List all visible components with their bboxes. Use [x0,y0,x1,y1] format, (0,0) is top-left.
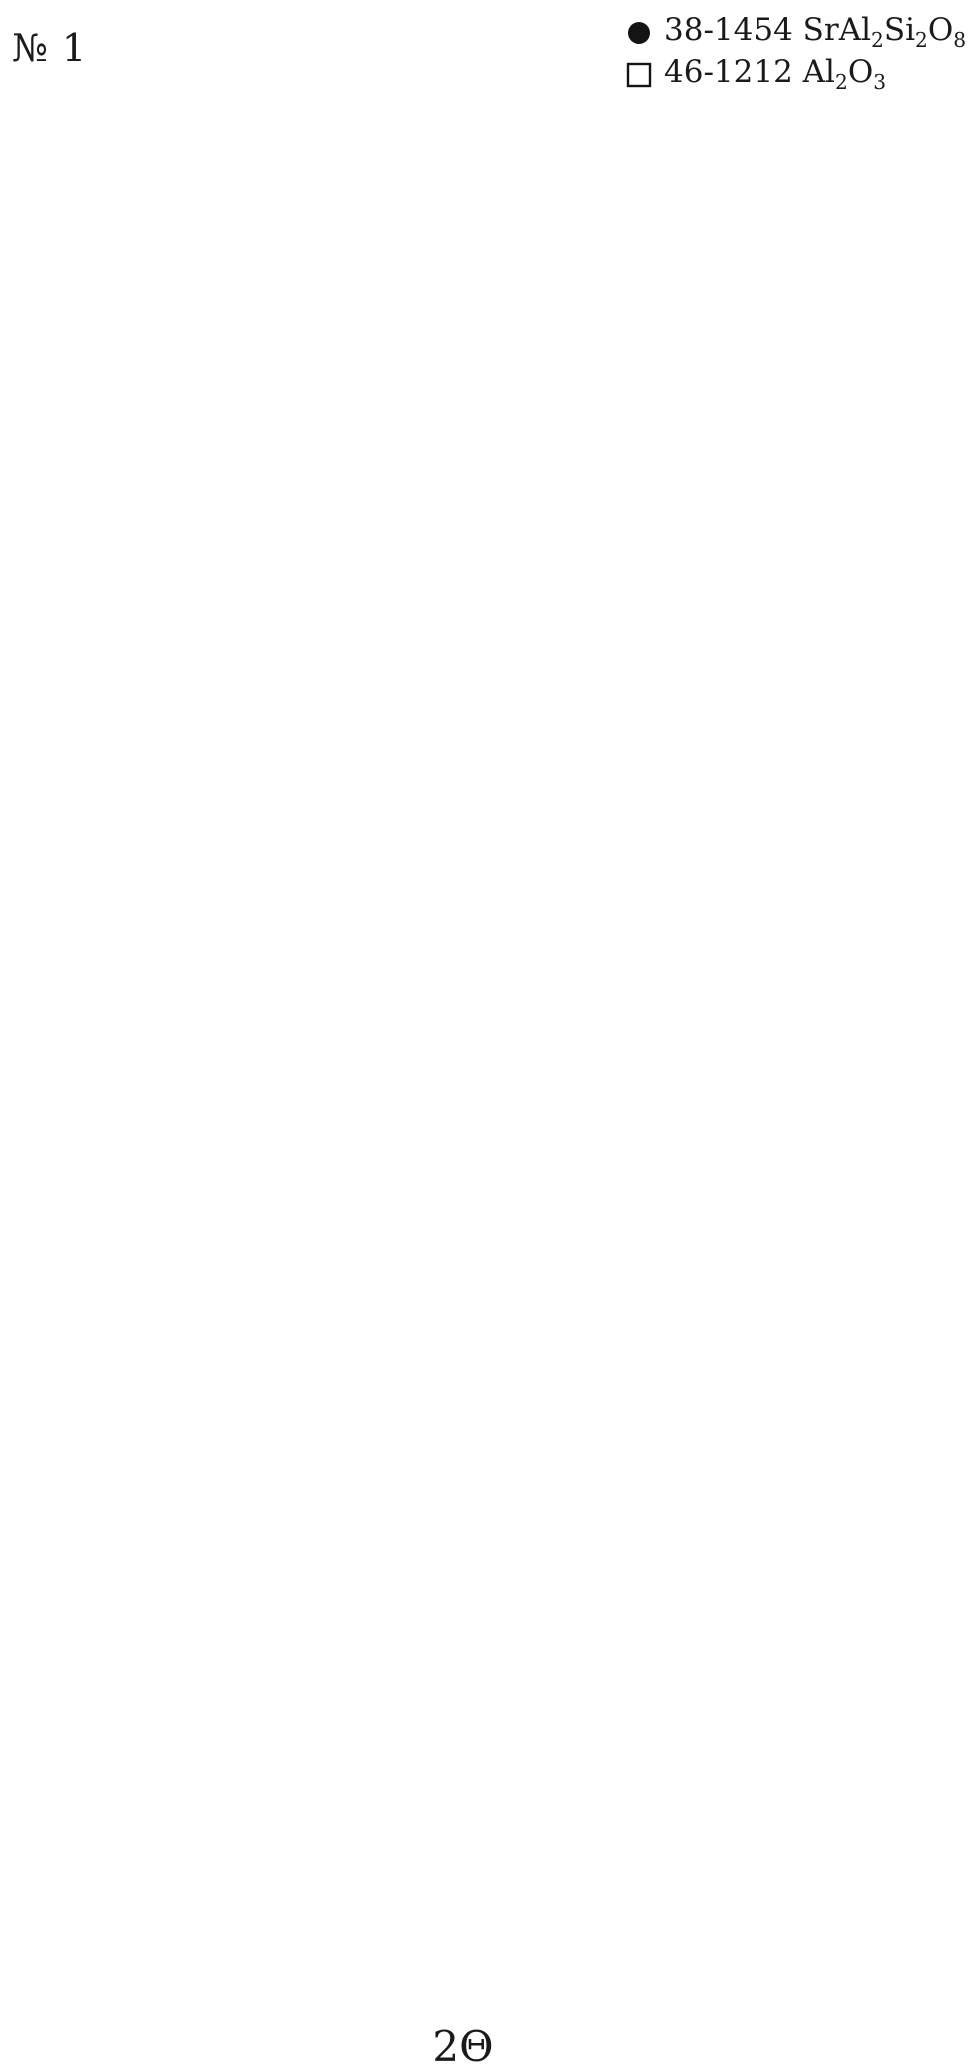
legend-label: 46-1212 Al2O3 [664,54,886,94]
formula-text: 46-1212 Al [664,53,835,90]
xrd-panel-1: № 1 38-1454 SrAl2Si2O8 46-1212 Al2O3 [0,0,970,414]
filled-circle-icon [628,22,650,44]
xrd-plot-1 [0,0,970,414]
legend-item: 46-1212 Al2O3 [622,54,966,94]
formula-subscript: 3 [873,70,887,95]
filled-circle-marker [628,22,650,44]
formula-subscript: 2 [915,28,928,53]
formula-text: O [847,53,874,90]
formula-subscript: 8 [953,28,967,53]
formula-subscript: 2 [871,28,884,53]
formula-subscript: 2 [834,70,848,95]
open-square-marker [626,62,652,88]
formula-text: 38-1454 SrAl [664,11,872,48]
legend: 38-1454 SrAl2Si2O8 46-1212 Al2O3 [622,12,966,94]
legend-marker [628,22,650,44]
panel-label: № 1 [12,26,88,70]
formula-text: O [927,11,954,48]
legend-label: 38-1454 SrAl2Si2O8 [664,12,966,52]
legend-item: 38-1454 SrAl2Si2O8 [622,12,966,52]
x-axis-title: 2Θ [432,2022,494,2070]
formula-text: Si [883,11,916,48]
legend-marker [626,62,652,88]
open-square-icon [626,62,652,88]
